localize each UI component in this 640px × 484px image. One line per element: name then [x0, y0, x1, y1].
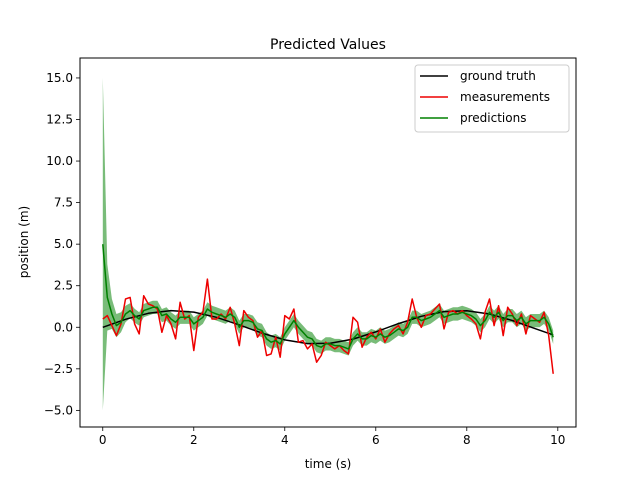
y-tick-label: 10.0: [46, 154, 73, 168]
y-tick-label: −2.5: [44, 362, 73, 376]
y-axis: −5.0 −2.5 0.0 2.5 5.0 7.5 10.0 12.5 15.0: [44, 71, 80, 417]
y-tick-label: 2.5: [54, 279, 73, 293]
y-tick-label: 7.5: [54, 196, 73, 210]
axes-frame: [79, 57, 577, 428]
y-tick-label: −5.0: [44, 403, 73, 417]
y-tick-label: 5.0: [54, 237, 73, 251]
y-axis-label: position (m): [17, 206, 31, 278]
x-tick-label: 2: [190, 433, 198, 447]
x-axis: 0 2 4 6 8 10: [99, 427, 565, 447]
legend-box: [414, 64, 570, 133]
x-tick-label: 10: [550, 433, 565, 447]
predictions-line: [102, 244, 554, 350]
plot-area: [102, 77, 554, 411]
legend: ground truth measurements predictions: [414, 64, 570, 133]
x-tick-label: 4: [281, 433, 289, 447]
legend-label-predictions: predictions: [460, 111, 526, 125]
y-tick-label: 12.5: [46, 113, 73, 127]
x-tick-label: 8: [463, 433, 471, 447]
x-tick-label: 6: [372, 433, 380, 447]
chart-title: Predicted Values: [270, 37, 386, 53]
x-tick-label: 0: [99, 433, 107, 447]
x-axis-label: time (s): [305, 457, 352, 471]
legend-label-measurements: measurements: [460, 90, 550, 104]
legend-label-ground-truth: ground truth: [460, 69, 536, 83]
y-tick-label: 0.0: [54, 320, 73, 334]
y-tick-label: 15.0: [46, 71, 73, 85]
